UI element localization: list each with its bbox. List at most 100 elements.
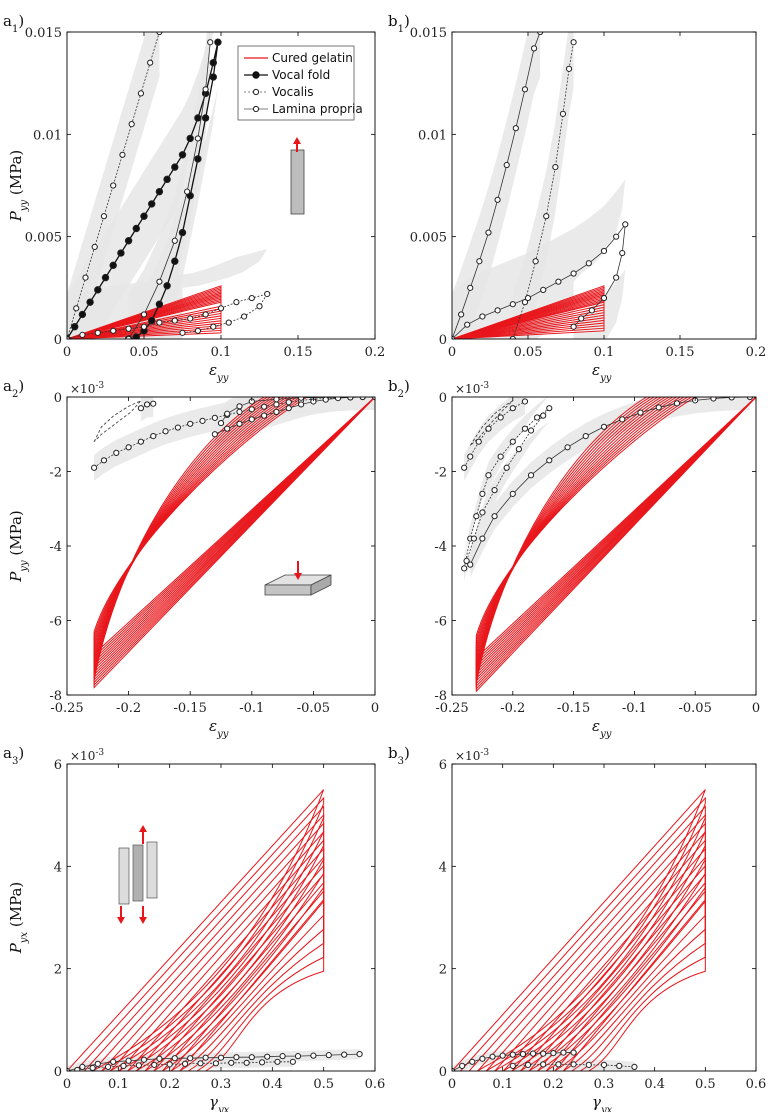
series-2-point-2 — [156, 278, 163, 285]
series-0-point-3 — [476, 258, 483, 265]
gelatin-curve-3 — [475, 397, 756, 685]
shear-plate-icon — [146, 841, 158, 899]
gelatin-curve-7 — [511, 847, 706, 1071]
gelatin-curve-11 — [475, 397, 756, 677]
series-1-point-8 — [187, 420, 194, 427]
y-exponent: ×10-3 — [455, 381, 489, 396]
gelatin-curve-6 — [118, 839, 325, 1071]
series-0-point-10 — [537, 32, 544, 36]
series-1-point-2 — [82, 274, 89, 281]
chart-a2: -0.25 -0.2 -0.15 -0.1 -0.05 0 -8 -6 -4 -2 0 ×10-3 a2… — [3, 377, 379, 740]
series-2-point-11 — [655, 404, 662, 411]
series-1-point-10 — [156, 32, 163, 36]
gelatin-curve-9 — [93, 397, 375, 666]
series-2-point-7 — [582, 433, 589, 440]
x-tick-label: 0.2 — [746, 345, 767, 360]
series-1-point-12 — [515, 446, 522, 453]
series-1-point-7 — [174, 424, 181, 431]
series-1-point-7 — [521, 425, 529, 432]
x-tick-label: 0.2 — [365, 345, 386, 360]
series-1-point-10 — [211, 414, 218, 421]
gelatin-curve-6 — [475, 397, 756, 678]
series-2-point-4 — [527, 472, 535, 479]
series-1-point-13 — [248, 406, 255, 413]
series-1-point-3 — [543, 213, 550, 220]
y-tick-label: 0.01 — [418, 128, 447, 143]
x-tick-label: 0.3 — [594, 1077, 615, 1092]
series-0-point-15 — [294, 1053, 302, 1060]
series-1-point-4 — [100, 213, 108, 220]
x-tick-label: -0.15 — [174, 701, 207, 716]
series-1-point-8 — [534, 414, 541, 421]
shear-plate-icon — [118, 847, 130, 905]
series-2-point-7 — [555, 278, 562, 285]
series-1-point-9 — [199, 417, 206, 424]
series-1-point-7 — [616, 1062, 623, 1069]
series-2-point-3 — [509, 490, 516, 497]
series-1-point-6 — [600, 1061, 608, 1068]
series-2-point-0 — [211, 431, 218, 438]
series-1-point-7 — [128, 121, 135, 128]
gelatin-curve-8 — [93, 397, 375, 669]
series-1-point-9 — [212, 1060, 219, 1067]
band-0 — [452, 32, 541, 339]
series-0-point-7 — [512, 125, 519, 132]
series-1-point-1 — [89, 1064, 96, 1071]
x-axis-label: εyy — [209, 361, 229, 384]
series-1-point-11 — [243, 1059, 250, 1066]
series-0-point-2 — [467, 284, 474, 291]
plot-area — [91, 397, 375, 689]
legend-label-gelatin: Cured gelatin — [272, 51, 353, 65]
series-3-point-19 — [179, 329, 186, 336]
series-0-point-4 — [94, 286, 102, 294]
series-1-point-9 — [546, 405, 553, 412]
chart-b2: -0.25 -0.2 -0.15 -0.1 -0.05 0 -8 -6 -4 -2 0 ×10-3 b2… — [388, 377, 760, 740]
band-1 — [94, 397, 375, 481]
series-0-point-5 — [140, 1056, 148, 1063]
x-tick-label: -0.2 — [500, 701, 525, 716]
series-0-point-5 — [499, 1052, 506, 1059]
series-1-point-13 — [503, 464, 510, 471]
series-1-point-12 — [258, 1059, 266, 1066]
legend-marker-lamina — [252, 105, 260, 113]
series-2-point-9 — [585, 260, 592, 267]
axes-frame — [66, 763, 376, 1072]
series-0-point-31 — [132, 333, 140, 339]
y-tick-label: -4 — [434, 540, 447, 555]
series-1-point-0 — [461, 565, 468, 572]
gelatin-curve-2 — [475, 397, 756, 688]
x-tick-label: 0 — [448, 1077, 456, 1092]
y-tick-label: 0.01 — [33, 128, 62, 143]
series-2-point-7 — [297, 401, 305, 408]
shear-down-arrow-head-icon — [117, 917, 125, 924]
gelatin-curve-0 — [475, 397, 756, 693]
series-0-point-23 — [194, 155, 202, 163]
series-0-point-29 — [148, 316, 156, 325]
series-1-point-3 — [125, 444, 132, 451]
series-2-point-3 — [494, 307, 501, 314]
legend-label-vocalis: Vocalis — [272, 85, 314, 99]
gelatin-curve-7 — [93, 397, 375, 671]
series-2-point-13 — [619, 249, 626, 257]
series-0-point-14 — [279, 1053, 286, 1060]
series-2-point-3 — [171, 237, 178, 244]
series-2-point-17 — [224, 410, 231, 417]
y-tick-label: -6 — [49, 615, 62, 630]
series-0-point-10 — [217, 1054, 225, 1061]
series-0-point-17 — [194, 114, 202, 122]
series-1-point-2 — [104, 1063, 112, 1071]
series-0-point-1 — [458, 311, 465, 318]
gelatin-curve-12 — [170, 889, 325, 1071]
series-1-point-6 — [565, 65, 573, 72]
gelatin-curve-5 — [475, 397, 756, 680]
panel-label: b1) — [388, 12, 410, 35]
x-tick-label: 0.5 — [695, 1077, 716, 1092]
up-arrow-head-icon — [293, 137, 301, 144]
series-1-point-10 — [540, 412, 547, 419]
y-tick-label: 0 — [439, 391, 447, 406]
y-tick-label: 6 — [439, 758, 447, 773]
series-0-point-1 — [71, 323, 79, 331]
series-2-point-12 — [359, 397, 366, 401]
compression-block-front-icon — [264, 584, 312, 596]
